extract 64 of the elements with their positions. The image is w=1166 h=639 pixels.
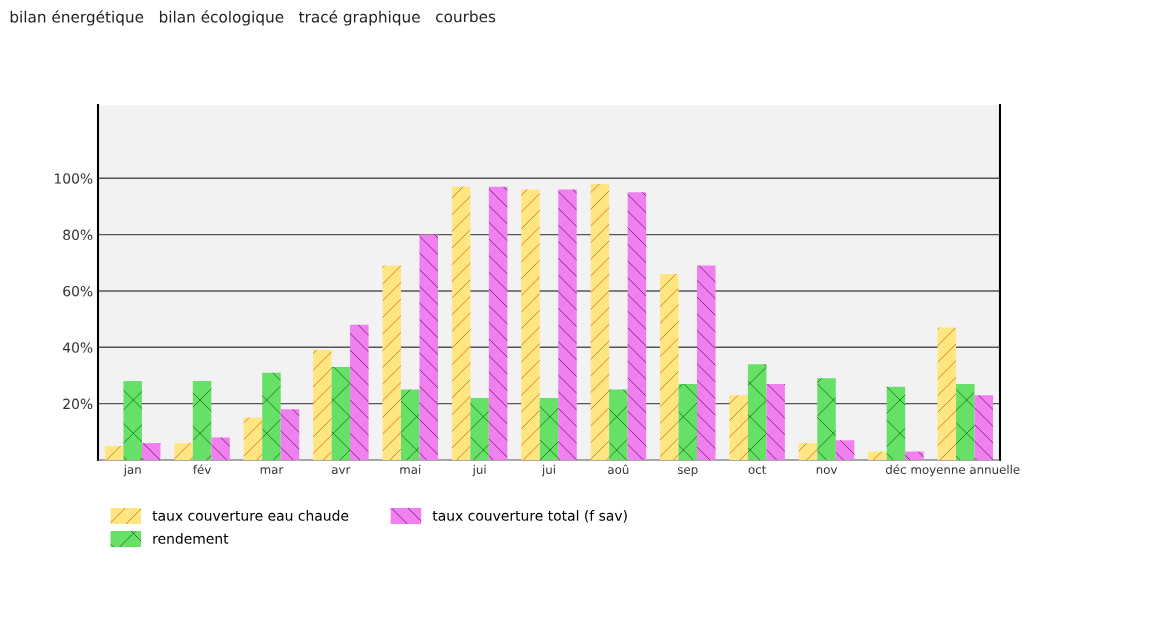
bar <box>488 186 508 460</box>
bar <box>451 186 471 460</box>
bar <box>766 383 785 460</box>
x-tick-label: mai <box>400 464 421 474</box>
bar <box>817 378 836 460</box>
bar <box>280 409 300 460</box>
bar <box>539 398 559 460</box>
bar <box>211 437 230 460</box>
bar <box>590 183 610 460</box>
bar <box>974 395 994 460</box>
bar <box>400 389 420 460</box>
bar <box>747 364 767 460</box>
text: bilan écologique <box>159 10 284 26</box>
y-tick-label: 100% <box>54 173 93 184</box>
bar <box>886 386 906 460</box>
bar <box>729 395 748 460</box>
bar <box>470 398 489 460</box>
bar <box>331 367 351 460</box>
x-tick-label: jui <box>541 464 555 477</box>
bar <box>123 381 142 460</box>
legend-label: rendement <box>153 533 229 544</box>
bar <box>868 451 887 460</box>
x-tick-label: jan <box>123 464 141 477</box>
bar <box>419 234 438 460</box>
x-tick-label: moyenne annuelle <box>911 464 1020 477</box>
bar <box>382 265 401 460</box>
x-tick-label: mar <box>260 467 284 474</box>
bar <box>104 445 124 460</box>
y-tick-label: 60% <box>63 285 93 297</box>
bar <box>558 189 577 460</box>
bar <box>609 389 628 460</box>
bar <box>521 189 540 460</box>
bar <box>937 327 957 460</box>
bar <box>835 440 855 460</box>
bar <box>350 324 369 460</box>
x-tick-label: oct <box>748 465 767 474</box>
bar <box>262 372 281 460</box>
x-tick-label: jui <box>472 464 486 477</box>
bar <box>243 417 263 460</box>
x-tick-label: aoû <box>608 464 629 474</box>
bar <box>141 443 161 460</box>
bar <box>697 265 716 460</box>
y-tick-label: 40% <box>62 342 93 353</box>
x-tick-label: déc <box>885 464 906 474</box>
legend-label: taux couverture total (f sav) <box>432 510 627 523</box>
x-tick-label: fév <box>193 464 211 474</box>
bar <box>192 381 212 460</box>
y-tick-label: 80% <box>63 229 93 241</box>
bar <box>905 451 924 460</box>
bar <box>678 383 698 460</box>
bar <box>174 443 193 460</box>
y-tick-label: 20% <box>63 398 93 410</box>
legend-label: taux couverture eau chaude <box>152 510 349 521</box>
x-tick-label: sep <box>677 467 698 477</box>
x-tick-label: nov <box>816 467 838 474</box>
text: courbes <box>436 10 496 23</box>
bar <box>956 383 975 460</box>
bar <box>313 350 332 460</box>
text: bilan énergétique <box>10 10 144 26</box>
bar <box>660 274 679 460</box>
bar <box>627 192 647 460</box>
text: tracé graphique <box>298 10 420 26</box>
x-tick-label: avr <box>332 467 351 474</box>
bar <box>798 443 818 460</box>
